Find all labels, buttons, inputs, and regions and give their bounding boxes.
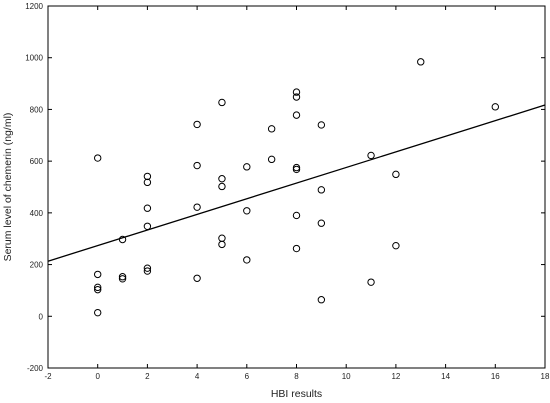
data-point (94, 285, 102, 294)
x-tick-label: 18 (541, 372, 550, 381)
data-point (143, 222, 152, 231)
data-point (292, 211, 301, 220)
x-tick-label: 0 (95, 372, 100, 381)
data-points (94, 58, 499, 317)
regression-line (47, 104, 546, 262)
data-point (292, 165, 301, 174)
y-tick-label: 800 (30, 105, 44, 114)
data-point (143, 178, 152, 187)
data-point (218, 182, 226, 191)
x-tick-label: -2 (44, 372, 52, 381)
data-point (118, 275, 127, 283)
data-point (267, 125, 276, 133)
data-point (118, 273, 127, 281)
y-tick-label: 1000 (25, 54, 43, 63)
data-point (218, 175, 226, 183)
y-tick-label: 200 (30, 261, 44, 270)
y-tick-label: -200 (27, 364, 44, 373)
data-point (243, 207, 251, 215)
x-tick-label: 14 (441, 372, 450, 381)
data-point (317, 186, 326, 194)
data-point (367, 151, 375, 160)
data-point (417, 58, 425, 66)
data-point (193, 161, 201, 170)
x-tick-label: 12 (391, 372, 400, 381)
data-point (94, 154, 102, 162)
data-point (94, 283, 102, 292)
data-point (267, 155, 276, 164)
data-point (292, 244, 301, 253)
y-axis: -200 0 200 400 600 800 1000 1200 (25, 2, 545, 373)
data-point (94, 308, 102, 317)
y-tick-label: 400 (30, 209, 44, 218)
data-point (392, 241, 400, 250)
data-point (143, 204, 152, 212)
x-tick-label: 16 (491, 372, 500, 381)
data-point (143, 267, 152, 275)
data-point (193, 203, 201, 211)
data-point (218, 240, 226, 249)
x-axis-title: HBI results (271, 388, 322, 400)
data-point (317, 296, 326, 304)
y-tick-label: 600 (30, 157, 44, 166)
data-point (143, 264, 152, 272)
data-point (218, 98, 226, 107)
x-tick-label: 6 (245, 372, 250, 381)
data-point (243, 163, 251, 171)
data-point (243, 256, 251, 264)
data-point (491, 103, 499, 111)
regression-line-layer (47, 104, 546, 262)
data-point (292, 111, 301, 119)
y-axis-title: Serum level of chemerin (ng/ml) (2, 113, 14, 262)
y-tick-label: 1200 (25, 2, 43, 11)
data-point (118, 235, 127, 244)
x-tick-label: 4 (195, 372, 200, 381)
data-point (367, 278, 375, 286)
data-point (193, 120, 201, 129)
data-point (292, 88, 301, 96)
y-tick-label: 0 (39, 312, 44, 321)
data-point (317, 121, 326, 129)
data-point (292, 93, 301, 101)
data-point (193, 274, 201, 282)
plot-area (47, 5, 546, 369)
x-tick-label: 2 (145, 372, 150, 381)
data-point (317, 219, 326, 227)
data-point (392, 170, 400, 179)
x-tick-label: 10 (342, 372, 351, 381)
x-axis: -2 0 2 4 6 8 10 12 14 16 18 (44, 6, 550, 381)
x-tick-label: 8 (294, 372, 299, 381)
data-point (94, 270, 102, 279)
